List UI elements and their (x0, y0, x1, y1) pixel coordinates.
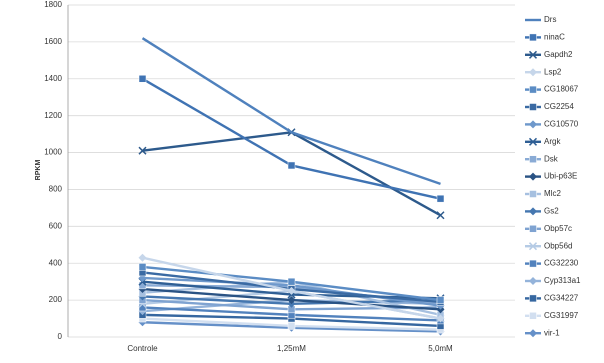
marker (138, 253, 147, 262)
x-tick-label: Controle (127, 344, 158, 353)
legend-label: Argk (544, 137, 561, 146)
x-tick-label: 5,0mM (428, 344, 453, 353)
legend-label: Ubi-p63E (544, 172, 577, 181)
marker (529, 103, 537, 111)
marker (138, 263, 147, 271)
legend-label: Dsk (544, 154, 559, 163)
marker (529, 329, 537, 338)
y-tick-label: 800 (49, 185, 63, 194)
y-axis-label: RPKM (35, 160, 42, 181)
marker (529, 277, 537, 285)
marker (287, 277, 296, 286)
legend-label: Cyp313a1 (544, 276, 581, 285)
marker (529, 207, 537, 216)
marker (287, 322, 296, 330)
y-tick-label: 1800 (44, 0, 62, 9)
marker (287, 296, 296, 305)
legend-label: Gapdh2 (544, 50, 573, 59)
x-tick-label: 1,25mM (277, 344, 306, 353)
y-tick-label: 1200 (44, 111, 62, 120)
marker (529, 294, 537, 303)
legend-label: Obp56d (544, 241, 572, 250)
marker (529, 312, 537, 320)
legend-label: vir-1 (544, 328, 560, 337)
marker (436, 211, 445, 220)
series-line (141, 77, 441, 200)
legend-label: CG31997 (544, 311, 579, 320)
marker (529, 190, 537, 198)
marker (529, 33, 537, 42)
legend-label: Obp57c (544, 224, 572, 233)
series-line (142, 131, 442, 217)
legend-label: Mlc2 (544, 189, 561, 198)
y-tick-label: 0 (58, 332, 63, 341)
marker (529, 120, 537, 129)
marker (138, 75, 147, 83)
marker (529, 259, 537, 268)
series-line (141, 37, 441, 186)
y-tick-label: 1400 (44, 74, 62, 83)
legend-label: CG32230 (544, 259, 579, 268)
legend-label: Lsp2 (544, 67, 562, 76)
legend-label: Drs (544, 15, 556, 24)
marker (528, 50, 538, 59)
legend-label: CG10570 (544, 120, 579, 129)
legend-label: Gs2 (544, 207, 559, 216)
marker (287, 161, 296, 170)
marker (287, 286, 296, 295)
marker (138, 146, 147, 155)
y-tick-label: 1000 (44, 148, 62, 157)
marker (529, 172, 537, 181)
y-tick-label: 600 (49, 221, 63, 230)
marker (529, 85, 537, 94)
marker (436, 314, 445, 323)
legend-label: CG2254 (544, 102, 574, 111)
legend-label: CG18067 (544, 85, 579, 94)
marker (436, 296, 445, 304)
marker (529, 68, 537, 77)
marker (138, 303, 147, 312)
marker (529, 225, 537, 233)
y-tick-label: 400 (49, 258, 63, 267)
marker (528, 242, 538, 251)
y-tick-label: 200 (49, 295, 63, 304)
legend-label: ninaC (544, 33, 565, 42)
marker (436, 194, 445, 203)
legend-label: CG34227 (544, 294, 579, 303)
marker (528, 137, 538, 146)
y-tick-label: 1600 (44, 37, 62, 46)
marker (529, 155, 537, 163)
